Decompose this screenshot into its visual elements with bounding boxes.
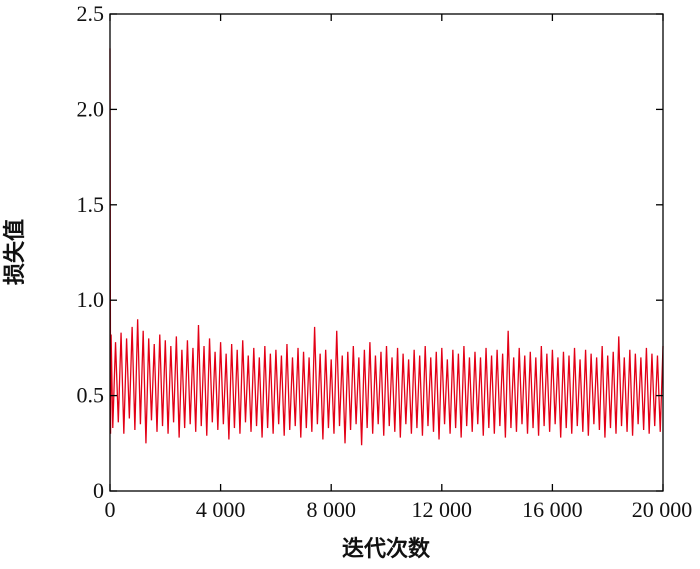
x-tick-label: 8 000 xyxy=(306,497,356,522)
x-tick-label: 16 000 xyxy=(522,497,583,522)
plot-frame xyxy=(109,13,664,492)
x-axis-label: 迭代次数 xyxy=(342,536,431,562)
x-tick-label: 4 000 xyxy=(196,497,246,522)
y-tick-label: 1.5 xyxy=(77,192,105,217)
x-tick-label: 12 000 xyxy=(412,497,473,522)
x-tick-label: 20 000 xyxy=(632,497,693,522)
y-tick-label: 0.5 xyxy=(77,383,105,408)
y-axis-label: 损失值 xyxy=(2,219,28,285)
y-tick-label: 1.0 xyxy=(77,287,105,312)
y-tick-label: 0 xyxy=(93,478,104,503)
x-tick-label: 0 xyxy=(105,497,116,522)
loss-line xyxy=(109,48,664,446)
y-tick-label: 2.5 xyxy=(77,1,105,26)
y-tick-label: 2.0 xyxy=(77,96,105,121)
